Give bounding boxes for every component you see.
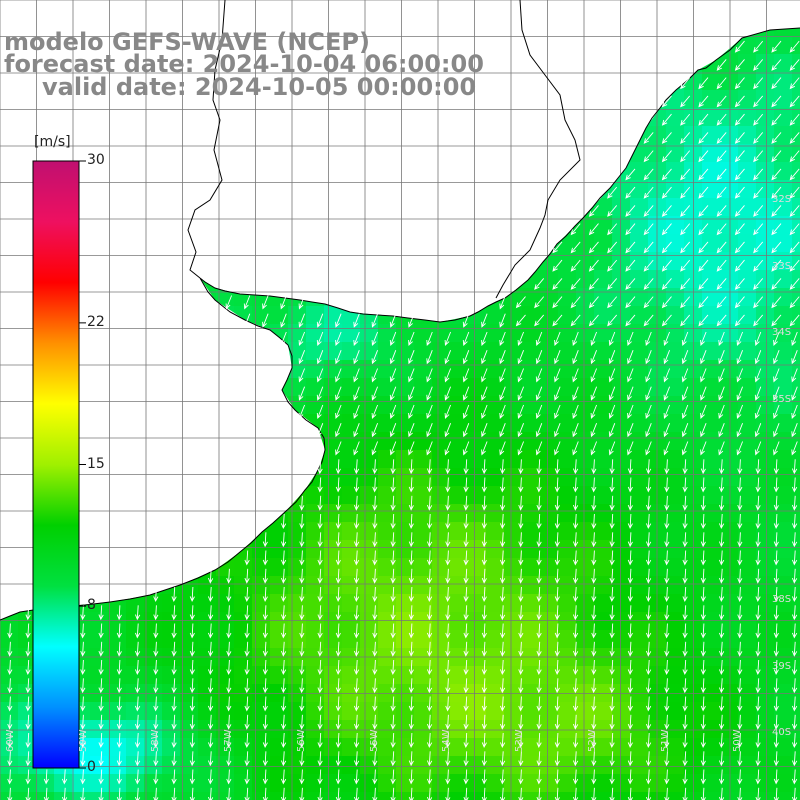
- longitude-label: 53W: [514, 729, 526, 752]
- latitude-label: 32S: [772, 194, 792, 205]
- model-title: modelo GEFS-WAVE (NCEP): [4, 28, 370, 56]
- longitude-label: 56W: [295, 729, 307, 752]
- colorbar-gradient: [32, 160, 80, 769]
- longitude-label: 58W: [150, 729, 162, 752]
- longitude-label: 50W: [732, 729, 744, 752]
- longitude-label: 52W: [586, 729, 598, 752]
- political-border: [187, 0, 581, 299]
- longitude-label: 60W: [5, 729, 16, 752]
- coastline: [0, 27, 800, 621]
- colorbar-unit: [m/s]: [34, 134, 71, 150]
- colorbar: [32, 160, 86, 769]
- colorbar-tick-label: 8: [87, 597, 96, 614]
- land-mask-south: [0, 278, 325, 620]
- latitude-label: 34S: [772, 327, 792, 339]
- longitude-label: 55W: [368, 729, 380, 752]
- latitude-label: 35S: [772, 394, 792, 405]
- longitude-label: 57W: [223, 729, 235, 752]
- colorbar-tick-label: 15: [87, 455, 105, 472]
- latitude-label: 40S: [772, 727, 792, 739]
- forecast-date: forecast date: 2024-10-04 06:00:00: [4, 50, 484, 78]
- valid-date: valid date: 2024-10-05 00:00:00: [42, 73, 477, 101]
- latitude-label: 38S: [772, 594, 792, 605]
- latitude-label: 33S: [772, 260, 792, 272]
- colorbar-tick-label: 30: [87, 152, 105, 168]
- longitude-label: 59W: [77, 729, 89, 752]
- wind-vectors: [7, 40, 800, 800]
- latitude-label: 39S: [772, 660, 792, 672]
- land-mask: [0, 0, 800, 322]
- longitude-label: 54W: [441, 729, 453, 752]
- longitude-label: 51W: [659, 729, 671, 752]
- colorbar-tick-label: 22: [87, 313, 105, 330]
- colorbar-ticks: [79, 160, 86, 769]
- colorbar-tick-label: 0: [87, 759, 96, 775]
